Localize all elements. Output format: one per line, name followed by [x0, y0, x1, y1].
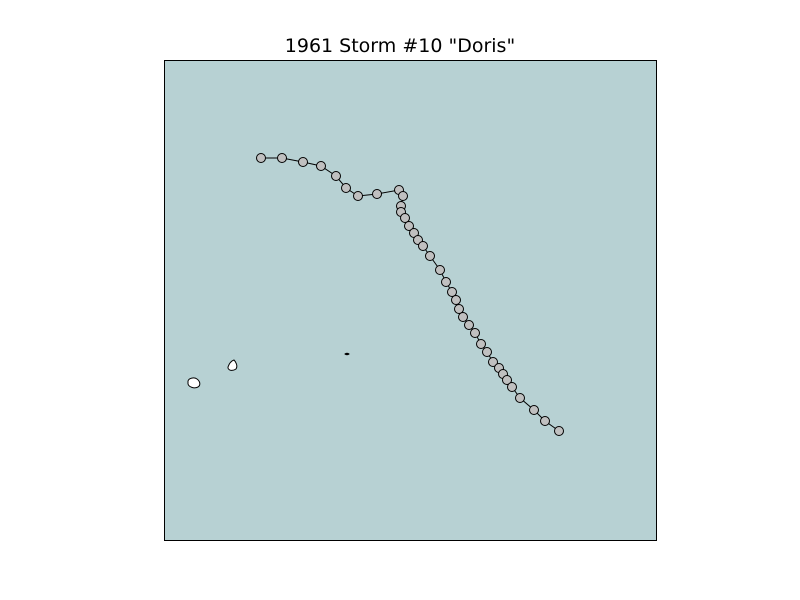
track-point-marker — [447, 287, 457, 297]
track-point-marker — [425, 251, 435, 261]
track-point-marker — [554, 426, 564, 436]
track-point-marker — [341, 183, 351, 193]
track-point-marker — [529, 405, 539, 415]
track-point-marker — [372, 189, 382, 199]
track-point-marker — [400, 213, 410, 223]
storm-track-points — [256, 153, 564, 436]
track-point-marker — [441, 277, 451, 287]
island-middle — [227, 359, 238, 371]
track-point-marker — [482, 347, 492, 357]
track-point-marker — [454, 304, 464, 314]
track-point-marker — [476, 339, 486, 349]
land-islands — [187, 352, 350, 389]
track-point-marker — [404, 221, 414, 231]
track-point-marker — [353, 191, 363, 201]
track-point-marker — [298, 157, 308, 167]
track-point-marker — [316, 161, 326, 171]
track-point-marker — [488, 357, 498, 367]
track-point-marker — [418, 241, 428, 251]
island-west — [187, 377, 201, 389]
track-point-marker — [540, 416, 550, 426]
track-point-marker — [507, 382, 517, 392]
track-point-marker — [331, 171, 341, 181]
track-point-marker — [435, 265, 445, 275]
map-title: 1961 Storm #10 "Doris" — [284, 35, 516, 57]
ocean-area — [164, 60, 657, 541]
track-point-marker — [458, 312, 468, 322]
track-point-marker — [502, 375, 512, 385]
track-point-marker — [470, 328, 480, 338]
track-point-marker — [451, 295, 461, 305]
island-small-islet — [344, 352, 350, 356]
track-point-marker — [398, 191, 408, 201]
track-point-marker — [464, 320, 474, 330]
track-point-marker — [277, 153, 287, 163]
track-point-marker — [515, 393, 525, 403]
track-point-marker — [256, 153, 266, 163]
